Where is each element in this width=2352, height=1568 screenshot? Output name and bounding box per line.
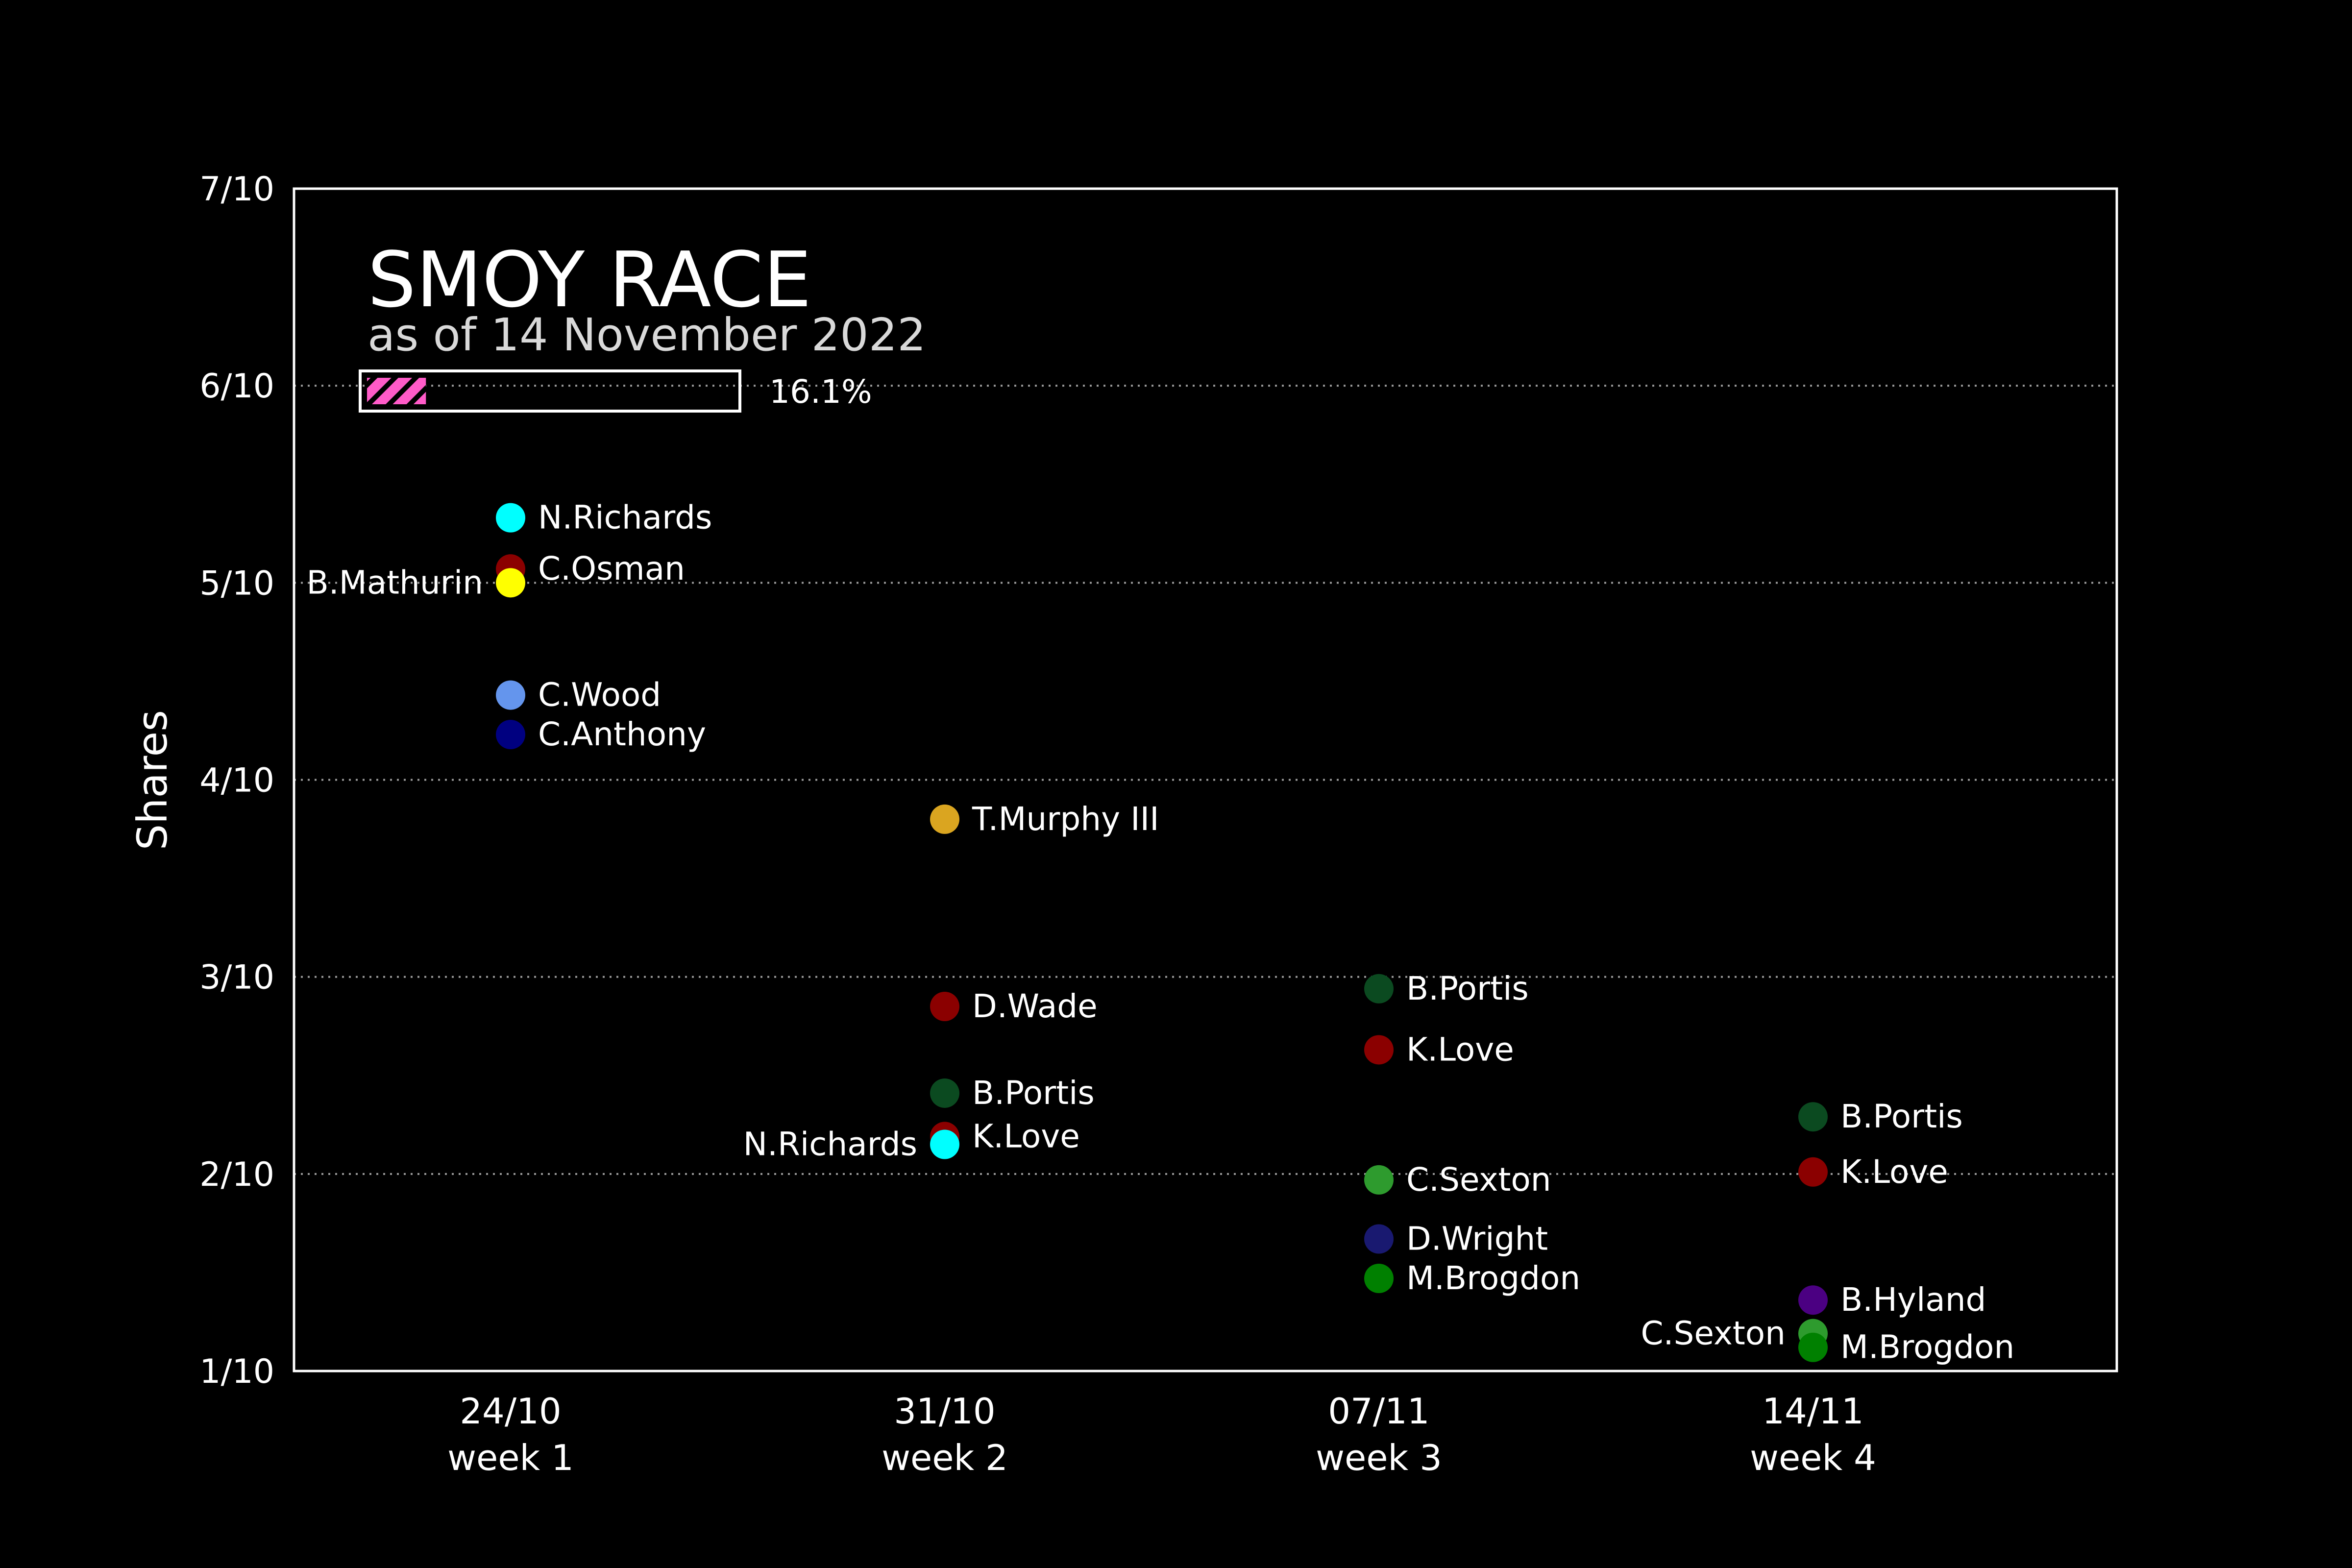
x-tick-date: 24/10 (460, 1391, 562, 1432)
progress-bar-fill (367, 378, 426, 404)
player-label: C.Wood (538, 676, 661, 714)
player-label: K.Love (1840, 1153, 1948, 1191)
player-label: D.Wade (972, 987, 1098, 1025)
y-tick-label: 7/10 (199, 170, 274, 209)
player-marker (930, 1078, 959, 1108)
x-tick-week: week 2 (882, 1437, 1008, 1478)
progress-bar-frame (359, 369, 741, 413)
player-label: K.Love (1406, 1030, 1514, 1068)
player-marker (1798, 1285, 1828, 1315)
player-marker (1364, 1035, 1394, 1065)
x-tick-date: 14/11 (1762, 1391, 1864, 1432)
chart-title: SMOY RACE (368, 235, 811, 324)
y-tick-label: 2/10 (199, 1155, 274, 1194)
chart-subtitle: as of 14 November 2022 (368, 309, 926, 361)
y-axis-ticks: 1/10 2/10 3/10 4/10 5/10 6/10 7/10 (199, 170, 274, 1391)
player-marker (496, 720, 525, 750)
progress-percent: 16.1% (769, 373, 872, 411)
player-marker (930, 991, 959, 1021)
y-tick-label: 1/10 (199, 1352, 274, 1391)
player-marker (1364, 1263, 1394, 1293)
x-tick-week: week 3 (1316, 1437, 1442, 1478)
player-label: N.Richards (743, 1126, 917, 1163)
player-marker (496, 503, 525, 533)
player-marker (1364, 974, 1394, 1004)
player-label: C.Sexton (1641, 1315, 1786, 1352)
y-tick-label: 3/10 (199, 958, 274, 997)
player-marker (1798, 1102, 1828, 1132)
player-marker (1364, 1165, 1394, 1195)
player-marker (1364, 1224, 1394, 1254)
player-label: M.Brogdon (1840, 1328, 2014, 1366)
player-label: B.Hyland (1840, 1281, 1986, 1319)
player-points: N.Richards C.Osman B.Mathurin C.WoodC.Antho… (307, 499, 2015, 1366)
plot-frame (293, 187, 2118, 1372)
x-tick-date: 07/11 (1328, 1391, 1430, 1432)
y-tick-label: 4/10 (199, 761, 274, 800)
y-tick-label: 5/10 (199, 564, 274, 603)
player-label: B.Mathurin (307, 564, 484, 601)
player-marker (930, 1129, 959, 1159)
player-label: B.Portis (1840, 1098, 1963, 1135)
player-label: D.Wright (1406, 1220, 1548, 1258)
player-marker (1798, 1157, 1828, 1187)
x-axis-ticks: 24/10 week 1 31/10 week 2 07/11 week 3 14/11 we… (447, 1391, 1876, 1478)
x-tick-week: week 4 (1750, 1437, 1876, 1478)
player-label: N.Richards (538, 499, 712, 537)
player-label: C.Osman (538, 550, 685, 588)
player-marker (496, 680, 525, 710)
y-axis-label: Shares (128, 710, 176, 850)
player-label: B.Portis (1406, 970, 1529, 1007)
player-marker (930, 804, 959, 834)
grid-lines (294, 385, 2117, 1175)
y-tick-label: 6/10 (199, 367, 274, 406)
x-tick-week: week 1 (447, 1437, 574, 1478)
player-label: C.Sexton (1406, 1161, 1551, 1199)
season-progress: 16.1% (359, 369, 872, 413)
player-label: T.Murphy III (972, 800, 1159, 838)
player-label: M.Brogdon (1406, 1259, 1580, 1297)
x-tick-date: 31/10 (894, 1391, 996, 1432)
player-marker (496, 568, 525, 598)
player-marker (1798, 1332, 1828, 1362)
player-label: K.Love (972, 1117, 1080, 1155)
player-label: C.Anthony (538, 715, 706, 753)
player-label: B.Portis (972, 1074, 1095, 1112)
